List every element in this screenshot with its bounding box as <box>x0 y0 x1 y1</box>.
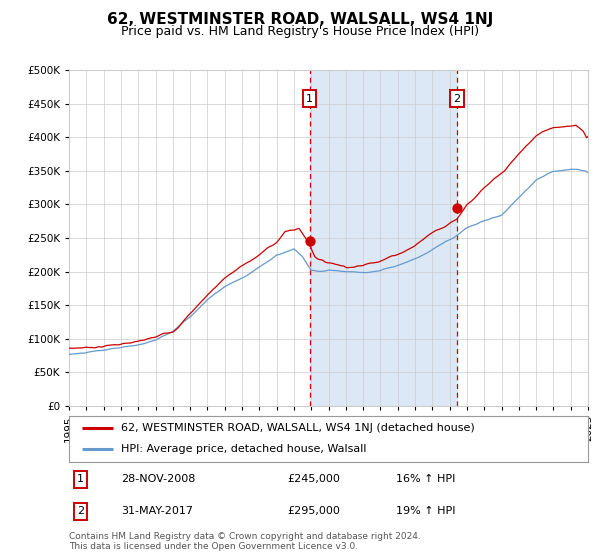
Point <box>305 237 314 246</box>
Text: Price paid vs. HM Land Registry's House Price Index (HPI): Price paid vs. HM Land Registry's House … <box>121 25 479 38</box>
Text: 31-MAY-2017: 31-MAY-2017 <box>121 506 193 516</box>
Text: 1: 1 <box>77 474 84 484</box>
Text: Contains HM Land Registry data © Crown copyright and database right 2024.
This d: Contains HM Land Registry data © Crown c… <box>69 532 421 552</box>
Text: 19% ↑ HPI: 19% ↑ HPI <box>396 506 455 516</box>
Text: 2: 2 <box>454 94 460 104</box>
Text: £295,000: £295,000 <box>287 506 340 516</box>
Text: 2: 2 <box>77 506 84 516</box>
Point <box>452 203 461 212</box>
Text: 62, WESTMINSTER ROAD, WALSALL, WS4 1NJ: 62, WESTMINSTER ROAD, WALSALL, WS4 1NJ <box>107 12 493 27</box>
Text: £245,000: £245,000 <box>287 474 340 484</box>
Bar <box>310 70 457 406</box>
Text: HPI: Average price, detached house, Walsall: HPI: Average price, detached house, Wals… <box>121 445 367 455</box>
Text: 1: 1 <box>306 94 313 104</box>
Text: 28-NOV-2008: 28-NOV-2008 <box>121 474 195 484</box>
Text: 16% ↑ HPI: 16% ↑ HPI <box>396 474 455 484</box>
Text: 62, WESTMINSTER ROAD, WALSALL, WS4 1NJ (detached house): 62, WESTMINSTER ROAD, WALSALL, WS4 1NJ (… <box>121 423 475 433</box>
